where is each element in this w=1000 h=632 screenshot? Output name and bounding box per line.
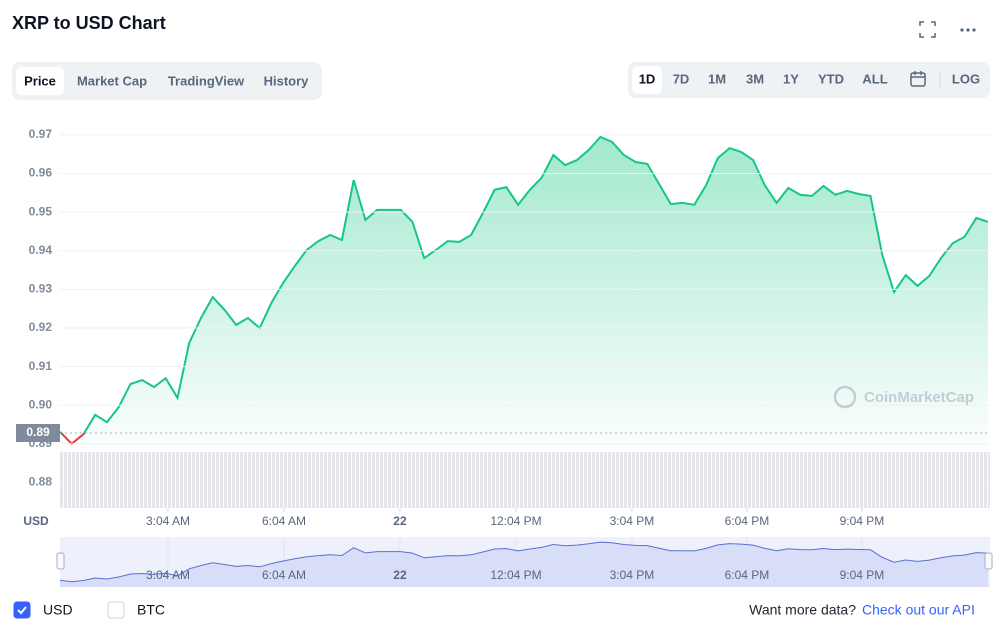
- check-mark: [17, 606, 27, 615]
- page-title: XRP to USD Chart: [12, 13, 166, 33]
- expand-icon[interactable]: [919, 21, 936, 38]
- expand-glyph: [919, 21, 936, 38]
- tab[interactable]: History: [264, 73, 310, 88]
- x-tick-label: 9:04 PM: [840, 514, 885, 528]
- range-bar: [628, 62, 990, 98]
- footer-text: Want more data?: [749, 602, 856, 618]
- price-line: [59, 135, 989, 446]
- range-button[interactable]: YTD: [818, 71, 844, 86]
- checkbox-label[interactable]: USD: [43, 602, 73, 618]
- watermark-text: CoinMarketCap: [864, 389, 974, 406]
- y-tick-label: 0.94: [29, 243, 53, 257]
- checkbox[interactable]: [13, 601, 31, 619]
- dot: [972, 28, 976, 32]
- x-tick-label: 3:04 PM: [610, 514, 655, 528]
- calendar-glyph: [910, 72, 926, 87]
- x-tick-label: 6:04 AM: [262, 514, 306, 528]
- navigator-handle[interactable]: [984, 552, 993, 570]
- calendar-icon[interactable]: [910, 71, 926, 87]
- reference-label: 0.89: [26, 425, 50, 439]
- navigator-tick-label: 12:04 PM: [490, 568, 541, 582]
- more-icon[interactable]: [960, 28, 976, 32]
- calendar-glyph: [911, 71, 925, 78]
- tab[interactable]: TradingView: [168, 73, 245, 88]
- x-tick-label: 6:04 PM: [725, 514, 770, 528]
- tab[interactable]: Market Cap: [77, 73, 147, 88]
- dot: [966, 28, 970, 32]
- navigator-tick-label: 6:04 AM: [262, 568, 306, 582]
- y-axis-label: USD: [23, 514, 49, 528]
- y-tick-label: 0.95: [29, 204, 53, 218]
- tab-bar: [12, 62, 322, 100]
- tab[interactable]: Price: [24, 73, 56, 88]
- y-tick-label: 0.97: [29, 127, 53, 141]
- reference-tag: [16, 423, 60, 442]
- y-tick-label: 0.89: [29, 436, 53, 450]
- range-button[interactable]: 1Y: [783, 71, 799, 86]
- watermark: CoinMarketCap: [833, 385, 974, 409]
- range-button[interactable]: 3M: [746, 71, 764, 86]
- x-tick-label: 3:04 AM: [146, 514, 190, 528]
- watermark-logo: [833, 385, 857, 409]
- y-tick-label: 0.93: [29, 282, 53, 296]
- navigator-tick-label: 3:04 AM: [146, 568, 190, 582]
- navigator-tick-label: 3:04 PM: [610, 568, 655, 582]
- range-button[interactable]: ALL: [862, 71, 887, 86]
- y-tick-label: 0.88: [29, 475, 53, 489]
- active-tab-bg: [16, 67, 64, 95]
- range-button[interactable]: 1M: [708, 71, 726, 86]
- active-range-bg: [632, 66, 662, 94]
- log-button[interactable]: LOG: [952, 71, 980, 86]
- x-tick-label: 12:04 PM: [490, 514, 541, 528]
- navigator-tick-label: 6:04 PM: [725, 568, 770, 582]
- navigator-tick-label: 22: [393, 568, 407, 582]
- y-tick-label: 0.90: [29, 397, 53, 411]
- checkbox[interactable]: [107, 601, 125, 619]
- navigator-handle[interactable]: [56, 552, 65, 570]
- api-link[interactable]: Check out our API: [862, 602, 975, 618]
- range-button[interactable]: 7D: [673, 71, 690, 86]
- navigator-area: [60, 542, 988, 587]
- price-area: [60, 136, 988, 460]
- checkbox-label[interactable]: BTC: [137, 602, 165, 618]
- navigator-tick-label: 9:04 PM: [840, 568, 885, 582]
- volume-bars: [60, 452, 990, 508]
- y-tick-label: 0.91: [29, 359, 53, 373]
- dot: [960, 28, 964, 32]
- navigator-line: [59, 541, 989, 583]
- y-tick-label: 0.96: [29, 166, 53, 180]
- x-tick-label: 22: [393, 514, 407, 528]
- range-button[interactable]: 1D: [639, 71, 656, 86]
- y-tick-label: 0.92: [29, 320, 53, 334]
